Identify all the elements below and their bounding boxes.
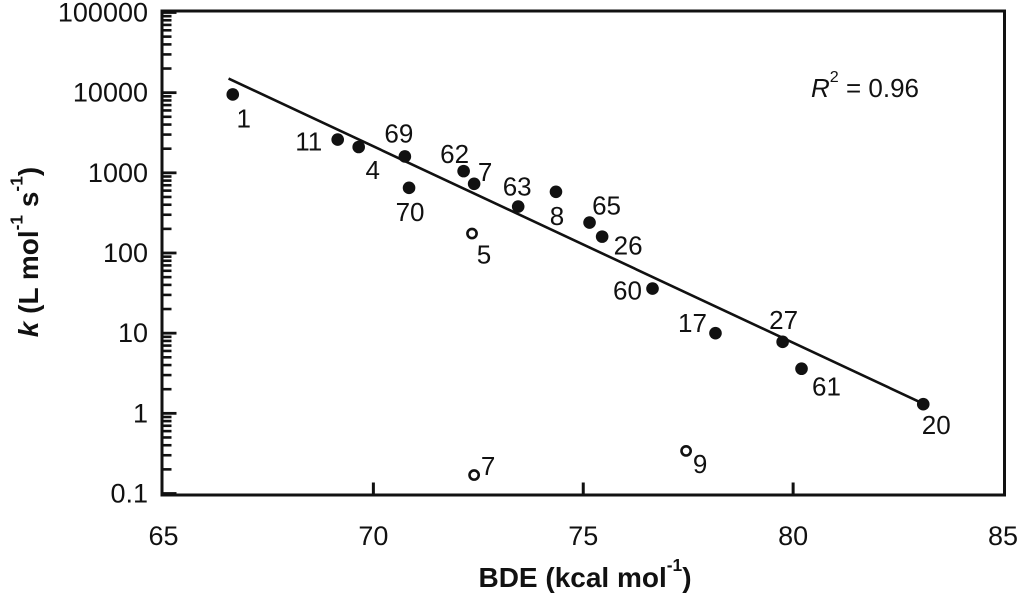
point-label-27: 27 [769,305,798,335]
data-point-65 [583,216,596,229]
point-label-26: 26 [614,231,643,261]
plot-border [160,9,1006,497]
data-point-4 [352,140,365,154]
data-point-open-7 [468,469,481,481]
point-label-69: 69 [384,118,413,148]
y-tick-label: 100000 [58,0,148,28]
data-point-63 [511,200,525,213]
data-point-17 [709,326,722,340]
data-point-20 [916,397,930,411]
data-point-26 [595,230,609,243]
trend-line [228,77,924,405]
x-tick-label: 85 [988,521,1018,551]
point-label-8: 8 [550,201,564,231]
data-point-open-5 [466,227,478,240]
x-tick-label: 70 [358,521,388,551]
point-label-60: 60 [613,276,642,306]
y-tick-label: 1 [133,398,148,428]
data-point-61 [795,362,808,376]
point-label-4: 4 [365,155,379,185]
point-label-17: 17 [678,308,707,338]
data-point-62 [457,164,470,178]
data-point-69 [398,150,412,163]
point-label-5: 5 [477,240,491,270]
x-tick-label: 65 [148,521,178,551]
y-tick-label: 0.1 [110,479,148,509]
data-point-11 [331,133,344,146]
y-tick-label: 10 [118,318,148,348]
point-label-61: 61 [812,372,841,402]
point-label-20: 20 [922,410,951,440]
data-point-70 [402,181,416,195]
y-axis-title: k (L mol-1 s-1) [6,167,43,337]
data-point-27 [776,335,789,349]
x-tick-label: 80 [778,521,808,551]
y-tick-label: 100 [103,238,148,268]
x-axis-title: BDE (kcal mol-1) [478,555,691,592]
r-squared-annotation: R2 = 0.96 [811,68,919,103]
point-label-9: 9 [693,449,707,479]
data-point-1 [226,88,240,101]
point-label-70: 70 [396,197,425,227]
data-point-8 [549,185,563,199]
x-tick-label: 75 [568,521,598,551]
point-label-1: 1 [237,103,251,133]
y-tick-label: 1000 [88,158,148,188]
point-label-63: 63 [503,172,532,202]
point-label-62: 62 [440,139,469,169]
data-point-open-9 [680,444,692,457]
point-label-7: 7 [478,157,492,187]
point-label-7: 7 [481,451,495,481]
data-point-60 [646,282,659,295]
y-tick-label: 10000 [73,78,148,108]
point-label-65: 65 [592,191,621,221]
point-label-11: 11 [295,127,322,157]
data-point-7 [467,177,481,191]
